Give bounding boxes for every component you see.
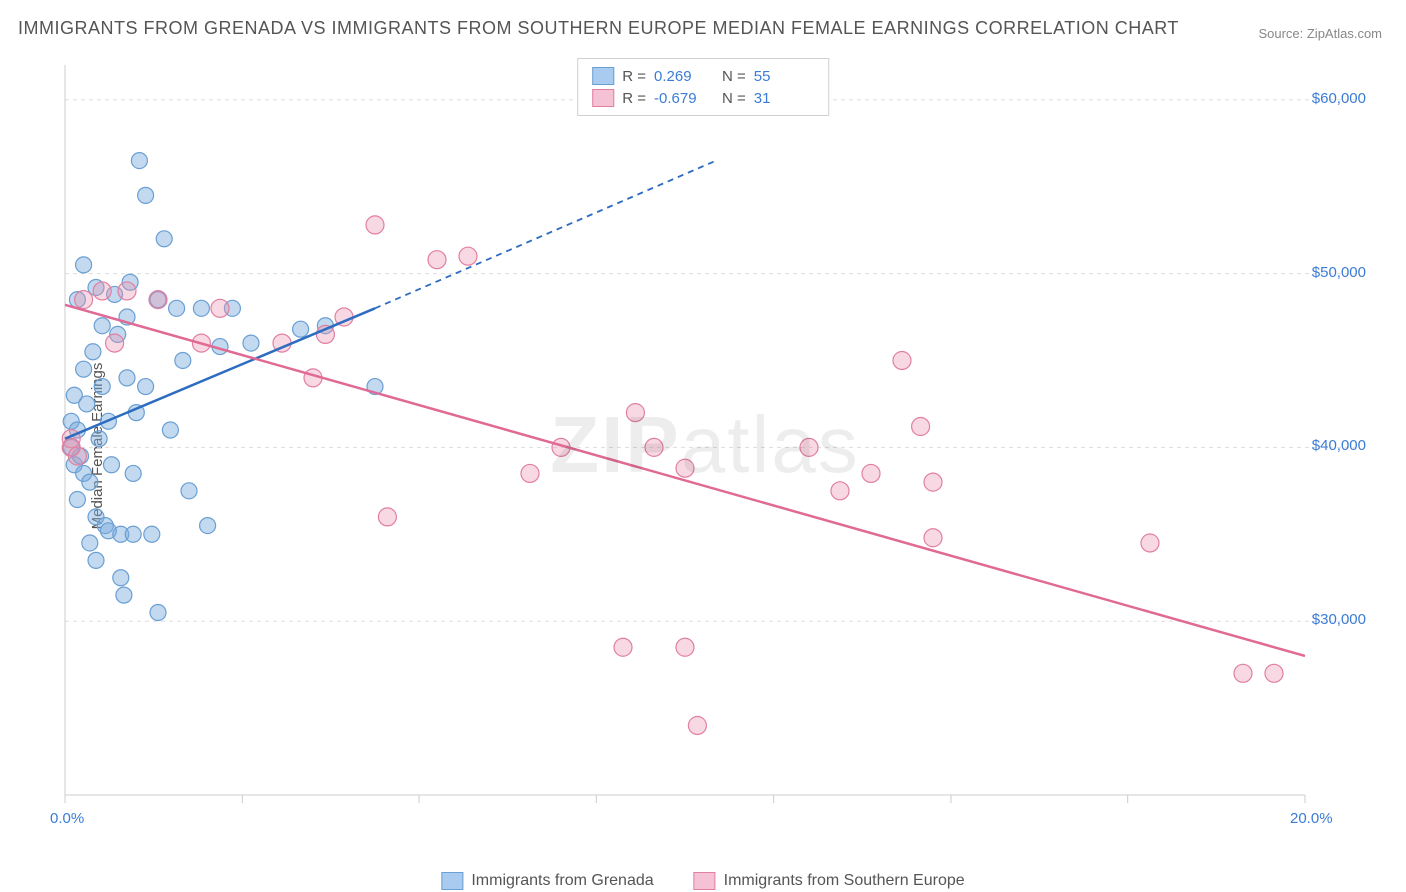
- bottom-legend-label: Immigrants from Grenada: [471, 872, 653, 890]
- r-value-southern-europe: -0.679: [654, 90, 714, 107]
- x-tick-label: 20.0%: [1290, 810, 1333, 827]
- x-tick-label: 0.0%: [50, 810, 84, 827]
- legend-swatch-icon: [441, 872, 463, 890]
- n-value-grenada: 55: [754, 68, 814, 85]
- scatter-chart: [55, 55, 1355, 835]
- r-label: R =: [622, 68, 646, 85]
- legend-swatch-grenada: [592, 67, 614, 85]
- n-value-southern-europe: 31: [754, 90, 814, 107]
- legend-swatch-southern-europe: [592, 89, 614, 107]
- plot-area: ZIPatlas: [55, 55, 1355, 835]
- bottom-legend-label: Immigrants from Southern Europe: [724, 872, 965, 890]
- legend-row-southern-europe: R = -0.679 N = 31: [592, 87, 814, 109]
- bottom-legend: Immigrants from Grenada Immigrants from …: [441, 872, 964, 890]
- legend-row-grenada: R = 0.269 N = 55: [592, 65, 814, 87]
- correlation-legend: R = 0.269 N = 55 R = -0.679 N = 31: [577, 58, 829, 116]
- n-label: N =: [722, 68, 746, 85]
- bottom-legend-southern-europe: Immigrants from Southern Europe: [694, 872, 965, 890]
- r-value-grenada: 0.269: [654, 68, 714, 85]
- source-credit: Source: ZipAtlas.com: [1258, 26, 1382, 41]
- chart-title: IMMIGRANTS FROM GRENADA VS IMMIGRANTS FR…: [18, 18, 1179, 39]
- bottom-legend-grenada: Immigrants from Grenada: [441, 872, 653, 890]
- n-label: N =: [722, 90, 746, 107]
- r-label: R =: [622, 90, 646, 107]
- legend-swatch-icon: [694, 872, 716, 890]
- y-tick-label: $50,000: [1312, 264, 1366, 281]
- y-tick-label: $30,000: [1312, 611, 1366, 628]
- y-tick-label: $40,000: [1312, 437, 1366, 454]
- y-tick-label: $60,000: [1312, 90, 1366, 107]
